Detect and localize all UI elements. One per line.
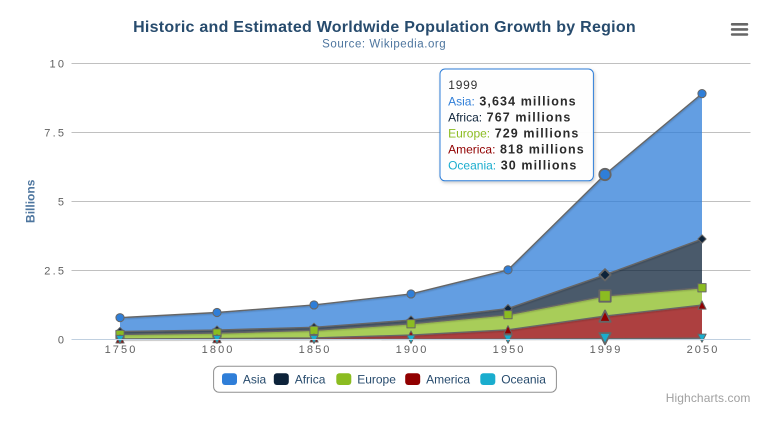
svg-text:Asia: 3,634 millions: Asia: 3,634 millions: [448, 94, 577, 108]
svg-text:7.5: 7.5: [44, 127, 66, 139]
svg-text:Oceania: 30 millions: Oceania: 30 millions: [448, 159, 577, 173]
svg-text:Africa: Africa: [295, 372, 326, 386]
svg-text:Billions: Billions: [24, 179, 38, 223]
svg-text:5: 5: [58, 196, 64, 208]
svg-text:2050: 2050: [687, 344, 720, 356]
svg-text:Europe: 729 millions: Europe: 729 millions: [448, 127, 579, 141]
svg-text:Europe: Europe: [357, 372, 396, 386]
svg-text:Oceania: Oceania: [501, 372, 546, 386]
svg-text:America: 818 millions: America: 818 millions: [448, 143, 585, 157]
svg-text:1750: 1750: [105, 344, 138, 356]
svg-text:1999: 1999: [590, 344, 623, 356]
svg-text:Historic and Estimated Worldwi: Historic and Estimated Worldwide Populat…: [133, 19, 636, 36]
svg-text:1800: 1800: [202, 344, 235, 356]
svg-text:Source: Wikipedia.org: Source: Wikipedia.org: [322, 39, 446, 51]
svg-text:10: 10: [50, 58, 67, 70]
svg-text:1850: 1850: [299, 344, 332, 356]
svg-text:1999: 1999: [448, 78, 478, 92]
svg-text:2.5: 2.5: [44, 265, 66, 277]
svg-text:Asia: Asia: [243, 372, 267, 386]
svg-text:1950: 1950: [493, 344, 526, 356]
svg-text:America: America: [426, 372, 470, 386]
svg-text:Africa: 767 millions: Africa: 767 millions: [448, 111, 571, 125]
svg-text:0: 0: [58, 334, 64, 346]
svg-text:Highcharts.com: Highcharts.com: [666, 391, 751, 405]
svg-text:1900: 1900: [396, 344, 429, 356]
